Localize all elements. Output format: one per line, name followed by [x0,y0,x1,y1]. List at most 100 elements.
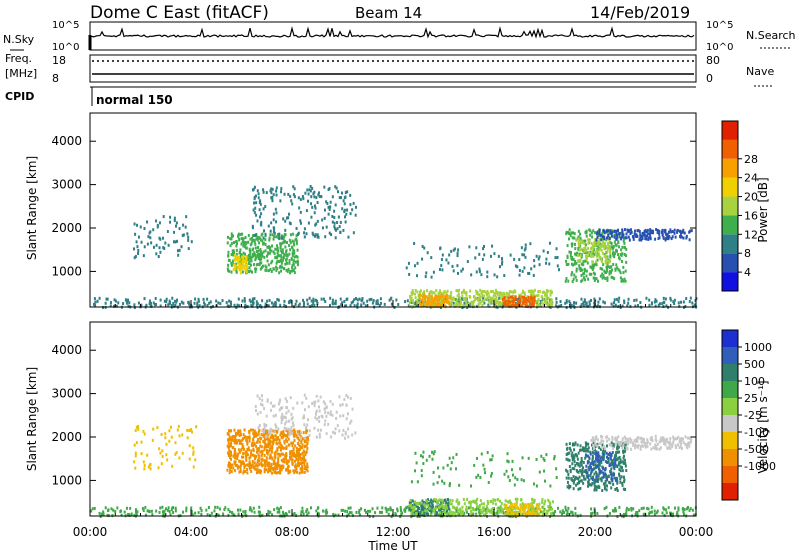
power-data-cell [273,252,276,256]
velocity-data-cell [594,470,597,474]
velocity-data-cell [485,504,488,508]
velocity-data-cell [341,403,344,407]
velocity-colorbar-segment [722,432,738,449]
power-data-cell [642,233,645,237]
power-data-cell [618,231,621,235]
power-data-cell [485,293,488,297]
velocity-data-cell [282,512,285,516]
velocity-data-cell [443,505,446,509]
power-data-cell [494,291,497,295]
velocity-data-cell [303,414,306,418]
velocity-data-cell [459,509,462,513]
power-data-cell [280,269,283,273]
velocity-data-cell [300,461,303,465]
velocity-data-cell [615,453,618,457]
power-data-cell [243,241,246,245]
velocity-data-cell [428,501,431,505]
velocity-data-cell [627,508,630,512]
velocity-data-cell [313,401,316,405]
power-data-cell [285,257,288,261]
power-data-cell [486,275,489,279]
power-data-cell [165,297,168,301]
velocity-data-cell [500,507,503,511]
power-data-cell [667,237,670,241]
power-data-cell [582,303,585,307]
velocity-data-cell [525,513,528,517]
power-data-cell [605,244,608,248]
power-data-cell [578,267,581,271]
velocity-data-cell [277,458,280,462]
power-data-cell [658,236,661,240]
power-data-cell [616,297,619,301]
velocity-data-cell [607,460,610,464]
power-data-cell [449,296,452,300]
power-data-cell [235,269,238,273]
velocity-data-cell [449,467,452,471]
power-data-cell [604,259,607,263]
velocity-data-cell [247,463,250,467]
velocity-data-cell [267,511,270,515]
velocity-data-cell [248,439,251,443]
power-data-cell [283,252,286,256]
velocity-data-cell [646,440,649,444]
velocity-data-cell [662,507,665,511]
velocity-data-cell [242,469,245,473]
velocity-data-cell [568,442,571,446]
velocity-data-cell [239,459,242,463]
power-data-cell [503,274,506,278]
velocity-data-cell [595,475,598,479]
power-data-cell [602,300,605,304]
velocity-data-cell [100,512,103,516]
velocity-data-cell [530,508,533,512]
velocity-data-cell [299,444,302,448]
velocity-data-cell [605,444,608,448]
velocity-data-cell [505,504,508,508]
velocity-data-cell [572,454,575,458]
velocity-data-cell [465,505,468,509]
power-data-cell [271,259,274,263]
power-data-cell [271,244,274,248]
power-data-cell [143,226,146,230]
velocity-data-cell [233,439,236,443]
velocity-data-cell [263,436,266,440]
power-data-cell [135,240,138,244]
velocity-data-cell [527,510,530,514]
velocity-data-cell [424,501,427,505]
velocity-data-cell [592,438,595,442]
power-data-cell [440,304,443,308]
power-data-cell [589,229,592,233]
velocity-data-cell [523,505,526,509]
velocity-data-cell [232,466,235,470]
power-data-cell [237,260,240,264]
power-data-cell [617,228,620,232]
velocity-data-cell [395,513,398,517]
power-data-cell [182,301,185,305]
velocity-data-cell [682,512,685,516]
velocity-data-cell [93,506,96,510]
velocity-data-cell [275,425,278,429]
velocity-data-cell [528,503,531,507]
power-data-cell [275,189,278,193]
power-data-cell [502,301,505,305]
velocity-data-cell [590,471,593,475]
power-data-cell [595,277,598,281]
velocity-data-cell [447,506,450,510]
power-data-cell [628,229,631,233]
velocity-data-cell [142,429,145,433]
velocity-data-cell [585,468,588,472]
velocity-data-cell [253,510,256,514]
velocity-data-cell [595,465,598,469]
power-data-cell [267,263,270,267]
velocity-data-cell [415,511,418,515]
power-data-cell [558,304,561,308]
power-data-cell [592,276,595,280]
power-data-cell [248,260,251,264]
power-data-cell [428,300,431,304]
power-data-cell [529,289,532,293]
velocity-data-cell [178,456,181,460]
power-data-cell [302,301,305,305]
power-data-cell [591,249,594,253]
velocity-data-cell [307,511,310,515]
power-data-cell [345,304,348,308]
velocity-data-cell [548,508,551,512]
